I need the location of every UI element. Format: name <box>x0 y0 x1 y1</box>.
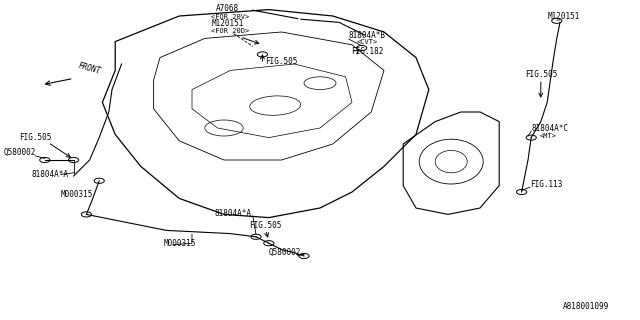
Text: 81804A*C: 81804A*C <box>531 124 568 133</box>
Text: M120151: M120151 <box>547 12 580 21</box>
Text: M000315: M000315 <box>61 190 93 199</box>
Text: M000315: M000315 <box>163 239 196 248</box>
Text: A818001099: A818001099 <box>563 302 609 311</box>
Text: Q580002: Q580002 <box>3 148 36 157</box>
Text: <FOR 20D>: <FOR 20D> <box>211 28 250 34</box>
Text: A7068: A7068 <box>216 4 239 13</box>
Text: M120151: M120151 <box>211 19 244 28</box>
Text: 81804A*A: 81804A*A <box>32 170 69 179</box>
Text: 81804A*B: 81804A*B <box>349 31 386 40</box>
Text: FIG.505: FIG.505 <box>250 221 282 230</box>
Text: <FOR 20V>: <FOR 20V> <box>211 14 250 20</box>
Text: 81804A*A: 81804A*A <box>214 209 252 218</box>
Text: FIG.113: FIG.113 <box>530 180 563 189</box>
Text: FIG.505: FIG.505 <box>525 70 557 79</box>
Text: <CVT>: <CVT> <box>356 39 378 45</box>
Text: FIG.182: FIG.182 <box>351 47 383 56</box>
Text: <MT>: <MT> <box>540 133 557 139</box>
Text: FIG.505: FIG.505 <box>19 133 52 142</box>
Text: FIG.505: FIG.505 <box>266 57 298 66</box>
Text: FRONT: FRONT <box>77 61 102 76</box>
Text: Q580002: Q580002 <box>269 248 301 257</box>
